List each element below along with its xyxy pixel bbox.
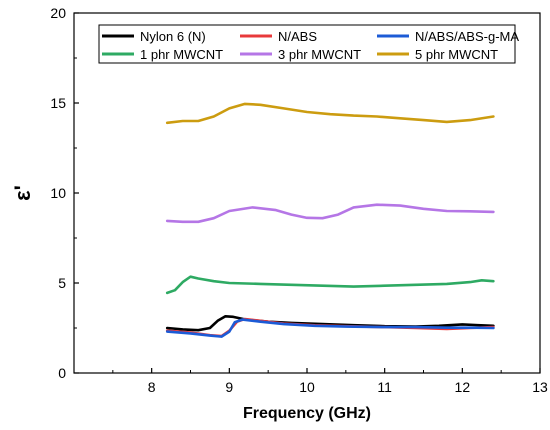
series-line-5-phr-mwcnt — [165, 102, 495, 125]
y-tick-label: 15 — [50, 95, 66, 111]
series-line-n-abs-abs-g-ma — [165, 318, 495, 338]
x-tick-label: 10 — [299, 379, 315, 395]
legend-box — [98, 24, 516, 64]
x-tick-label: 13 — [532, 379, 548, 395]
x-axis-label: Frequency (GHz) — [243, 405, 371, 422]
plot-lines — [165, 102, 495, 338]
legend-label-5-phr-mwcnt: 5 phr MWCNT — [415, 47, 498, 62]
legend-label-n-abs-abs-g-ma: N/ABS/ABS-g-MA — [415, 29, 519, 44]
y-tick-label: 5 — [58, 275, 66, 291]
series-line-1-phr-mwcnt — [165, 275, 495, 295]
plot-frame — [73, 12, 541, 374]
y-tick-label: 20 — [50, 5, 66, 21]
y-tick-label: 10 — [50, 185, 66, 201]
axes-layer: 8 9 10 11 12 13 0 5 10 15 20 Frequency (GHz) ε' — [10, 5, 548, 422]
x-tick-label: 12 — [455, 379, 471, 395]
x-tick-label: 11 — [377, 379, 392, 395]
legend-label-nylon-6-n: Nylon 6 (N) — [140, 29, 206, 44]
legend-label-n-abs: N/ABS — [278, 29, 317, 44]
legend-label-3-phr-mwcnt: 3 phr MWCNT — [278, 47, 361, 62]
y-axis-label: ε' — [10, 185, 35, 201]
legend-label-1-phr-mwcnt: 1 phr MWCNT — [140, 47, 223, 62]
legend: Nylon 6 (N) N/ABS N/ABS/ABS-g-MA 1 phr MWCN… — [98, 24, 519, 64]
x-tick-label: 9 — [225, 379, 233, 395]
x-tick-label: 8 — [148, 379, 156, 395]
y-tick-label: 0 — [58, 365, 66, 381]
series-line-3-phr-mwcnt — [165, 203, 495, 224]
